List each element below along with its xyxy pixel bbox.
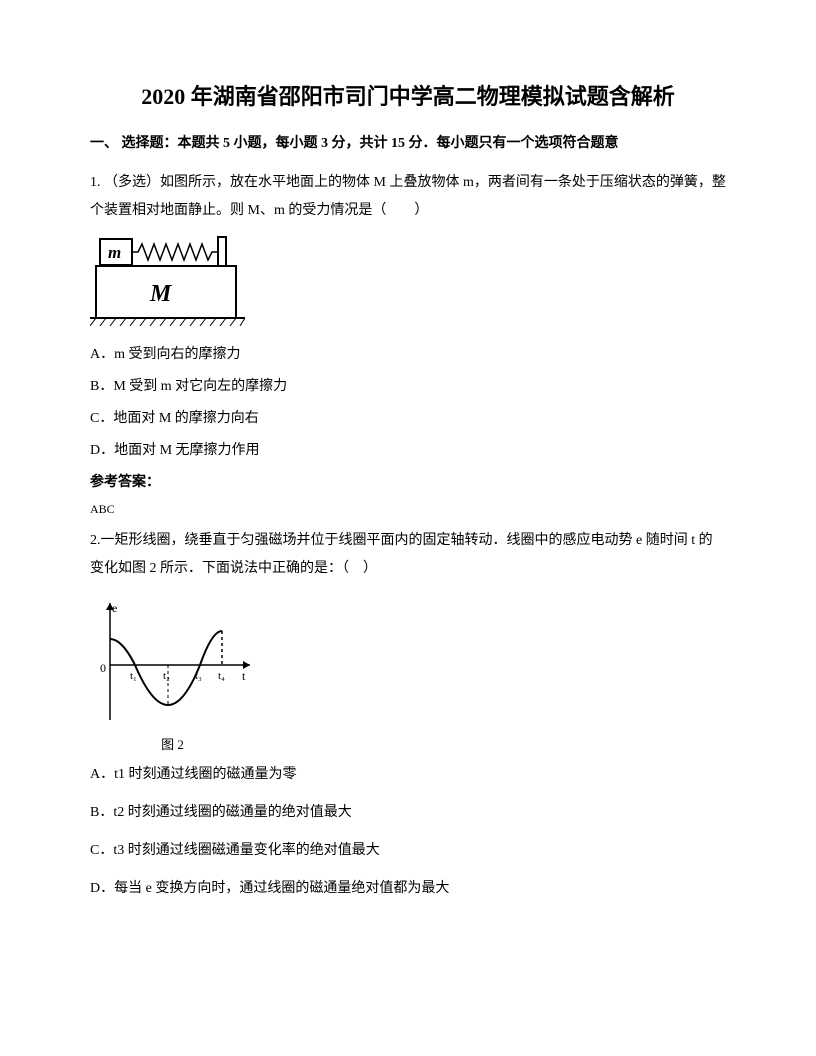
q1-option-c: C．地面对 M 的摩擦力向右 <box>90 405 726 433</box>
q1-figure: m M <box>90 231 726 331</box>
q1-option-d: D．地面对 M 无摩擦力作用 <box>90 437 726 465</box>
q2-text: 2.一矩形线圈，绕垂直于匀强磁场并位于线圈平面内的固定轴转动．线圈中的感应电动势… <box>90 527 726 583</box>
page-title: 2020 年湖南省邵阳市司门中学高二物理模拟试题含解析 <box>90 80 726 113</box>
q1-option-a: A．m 受到向右的摩擦力 <box>90 341 726 369</box>
q2-option-c: C．t3 时刻通过线圈磁通量变化率的绝对值最大 <box>90 837 726 865</box>
svg-text:m: m <box>108 243 121 262</box>
svg-text:0: 0 <box>100 661 106 675</box>
q2-figure: e 0 t t₁ t₂ t₃ t₄ 图 2 <box>90 595 726 753</box>
q2-option-a: A．t1 时刻通过线圈的磁通量为零 <box>90 761 726 789</box>
q1-option-b: B．M 受到 m 对它向左的摩擦力 <box>90 373 726 401</box>
q1-answer: ABC <box>90 497 726 521</box>
svg-text:t: t <box>242 669 246 683</box>
section-header: 一、 选择题：本题共 5 小题，每小题 3 分，共计 15 分．每小题只有一个选… <box>90 133 726 155</box>
svg-text:M: M <box>149 281 173 307</box>
svg-text:t₂: t₂ <box>163 670 170 682</box>
q2-option-b: B．t2 时刻通过线圈的磁通量的绝对值最大 <box>90 799 726 827</box>
q1-answer-label: 参考答案： <box>90 469 726 497</box>
q2-option-d: D．每当 e 变换方向时，通过线圈的磁通量绝对值都为最大 <box>90 875 726 903</box>
q2-figure-caption: 图 2 <box>90 734 255 753</box>
q1-text: 1. （多选）如图所示，放在水平地面上的物体 M 上叠放物体 m，两者间有一条处… <box>90 169 726 225</box>
svg-text:t₃: t₃ <box>195 670 202 682</box>
svg-text:e: e <box>112 601 117 615</box>
svg-text:t₁: t₁ <box>130 670 137 682</box>
svg-text:t₄: t₄ <box>218 670 225 682</box>
